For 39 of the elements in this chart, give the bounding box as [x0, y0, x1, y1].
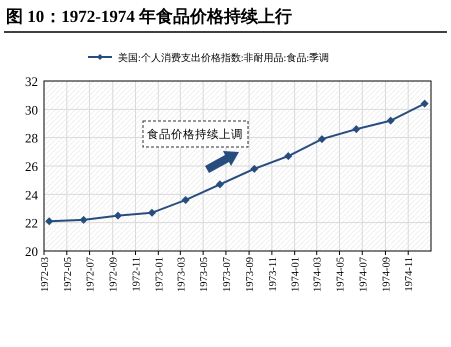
x-tick-label: 1972-09 [108, 257, 120, 292]
y-tick-label: 22 [25, 216, 38, 231]
x-tick-label: 1973-11 [268, 257, 279, 292]
x-tick-label: 1974-11 [404, 257, 416, 292]
legend-label: 美国:个人消费支出价格指数:非耐用品:食品:季调 [118, 52, 330, 64]
chart-title: 图 10：1972-1974 年食品价格持续上行 [6, 7, 292, 26]
point [420, 100, 429, 108]
x-tick-label: 1974-05 [335, 257, 346, 292]
point [386, 116, 395, 125]
x-tick-label: 1972-05 [62, 257, 74, 292]
x-tick-label: 1973-01 [154, 257, 166, 292]
x-tick-label: 1973-03 [176, 257, 188, 292]
x-tick-label: 1972-07 [86, 257, 97, 292]
x-tick-label: 1974-09 [381, 257, 392, 292]
y-tick-label: 24 [25, 187, 38, 202]
point [80, 216, 88, 224]
point [318, 135, 326, 144]
point [352, 125, 360, 134]
x-tick-label: 1973-05 [199, 257, 210, 292]
y-tick-label: 30 [25, 102, 38, 118]
point [182, 196, 190, 204]
x-tick-label: 1974-03 [312, 257, 324, 292]
x-tick-label: 1974-07 [358, 257, 370, 292]
x-tick-label: 1973-09 [245, 257, 256, 292]
point [284, 152, 292, 160]
x-tick-label: 1974-01 [290, 257, 302, 292]
y-tick-label: 26 [25, 159, 38, 174]
x-tick-label: 1972-11 [132, 257, 143, 292]
annotation: 食品价格持续上调 [147, 128, 243, 141]
y-tick-label: 28 [25, 130, 38, 146]
point [250, 164, 258, 173]
y-tick-label: 32 [25, 74, 38, 89]
point [45, 217, 54, 226]
point [216, 180, 224, 188]
point [148, 208, 156, 217]
point [114, 212, 122, 220]
x-tick-label: 1972-03 [40, 257, 51, 292]
x-tick-label: 1973-07 [222, 257, 233, 292]
y-tick-label: 20 [25, 244, 38, 259]
